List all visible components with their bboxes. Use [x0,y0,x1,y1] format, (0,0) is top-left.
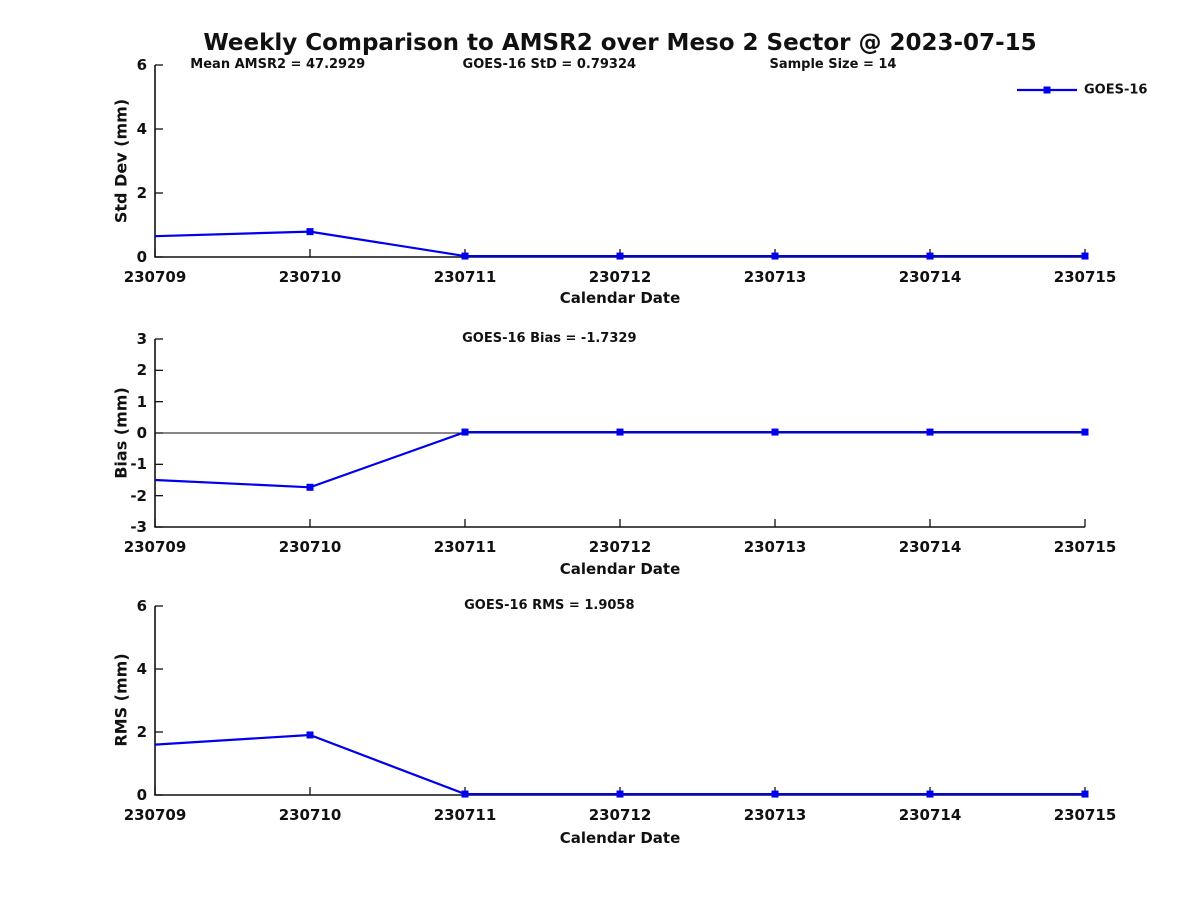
x-tick-label: 230715 [1053,806,1117,824]
y-tick-label: 3 [136,330,147,348]
x-axis-label-bottom: Calendar Date [559,829,681,847]
x-tick-label: 230713 [743,268,807,286]
annotation: Mean AMSR2 = 47.2929 [190,57,366,72]
y-tick-label: 1 [136,392,147,411]
x-tick-label: 230713 [743,538,807,556]
x-tick-label: 230711 [433,538,497,556]
series-marker [306,483,314,491]
series-marker [461,252,469,260]
y-tick-label: 2 [136,723,147,741]
y-tick-label: 6 [136,597,147,615]
annotation: GOES-16 Bias = -1.7329 [462,331,637,346]
series-marker [926,252,934,260]
series-marker [616,790,624,798]
series-marker [771,790,779,798]
series-marker [771,428,779,436]
series-line-GOES-16 [154,430,1085,489]
legend-entry-goes16: GOES-16 [1084,82,1148,98]
series-marker [926,428,934,436]
annotation: Sample Size = 14 [769,57,897,72]
x-tick-label: 230714 [898,806,962,824]
series-marker [771,252,779,260]
series-marker [1081,252,1089,260]
page-title: Weekly Comparison to AMSR2 over Meso 2 S… [203,30,1037,56]
series-line-GOES-16 [154,733,1085,796]
legend-marker [1043,86,1051,94]
x-tick-label: 230712 [588,806,652,824]
y-axis-label-bias: Bias (mm) [111,387,131,479]
series-marker [306,731,314,739]
series-marker [1081,428,1089,436]
y-axis-label-rms: RMS (mm) [111,653,131,747]
x-tick-label: 230710 [278,538,342,556]
series-marker [461,790,469,798]
series-marker [306,228,314,236]
y-axis-label-std-dev: Std Dev (mm) [111,98,131,224]
y-tick-label: 2 [136,184,147,202]
x-tick-label: 230711 [433,806,497,824]
annotation: GOES-16 RMS = 1.9058 [464,598,635,613]
axis-spines [154,65,1085,258]
series-marker [1081,790,1089,798]
x-tick-label: 230715 [1053,538,1117,556]
series-marker [461,428,469,436]
x-tick-label: 230709 [123,538,187,556]
y-tick-label: -3 [130,518,147,536]
y-tick-label: 0 [136,424,147,442]
x-tick-label: 230709 [123,806,187,824]
annotation: GOES-16 StD = 0.79324 [462,57,637,72]
x-tick-label: 230709 [123,268,187,286]
y-tick-label: 6 [136,56,147,74]
series-marker [616,428,624,436]
y-tick-label: -2 [130,486,147,505]
x-tick-label: 230715 [1053,268,1117,286]
x-tick-label: 230714 [898,268,962,286]
y-tick-label: 0 [136,786,147,804]
x-tick-label: 230711 [433,268,497,286]
y-tick-label: 4 [136,660,147,678]
y-tick-label: 2 [136,361,147,380]
x-axis-label-middle: Calendar Date [559,560,681,578]
x-tick-label: 230713 [743,806,807,824]
x-tick-label: 230712 [588,538,652,556]
x-tick-label: 230710 [278,806,342,824]
axis-spines [154,606,1085,796]
x-tick-label: 230712 [588,268,652,286]
y-tick-label: -1 [130,455,147,474]
series-marker [926,790,934,798]
x-tick-label: 230714 [898,538,962,556]
y-tick-label: 0 [136,248,147,266]
series-marker [616,252,624,260]
x-tick-label: 230710 [278,268,342,286]
y-tick-label: 4 [136,120,147,138]
x-axis-label-top: Calendar Date [559,289,681,307]
